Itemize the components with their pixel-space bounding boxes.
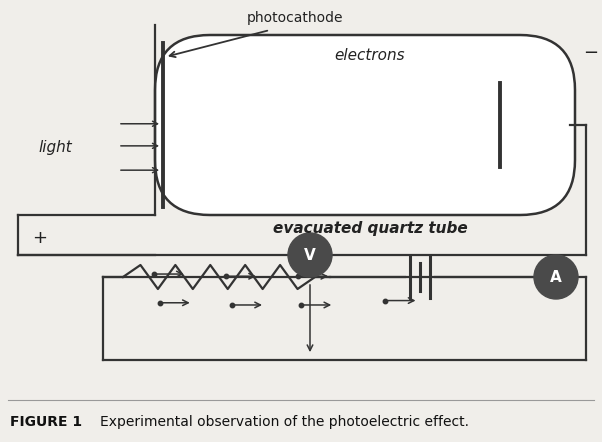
- Text: photocathode: photocathode: [247, 11, 343, 25]
- Circle shape: [288, 233, 332, 277]
- Circle shape: [534, 255, 578, 299]
- Text: +: +: [33, 229, 48, 247]
- Text: light: light: [38, 140, 72, 155]
- Text: Experimental observation of the photoelectric effect.: Experimental observation of the photoele…: [100, 415, 469, 429]
- Text: electrons: electrons: [335, 47, 405, 62]
- Text: V: V: [304, 248, 316, 263]
- Text: A: A: [550, 270, 562, 285]
- Text: evacuated quartz tube: evacuated quartz tube: [273, 221, 467, 236]
- FancyBboxPatch shape: [155, 35, 575, 215]
- Text: −: −: [583, 44, 598, 62]
- Text: FIGURE 1: FIGURE 1: [10, 415, 82, 429]
